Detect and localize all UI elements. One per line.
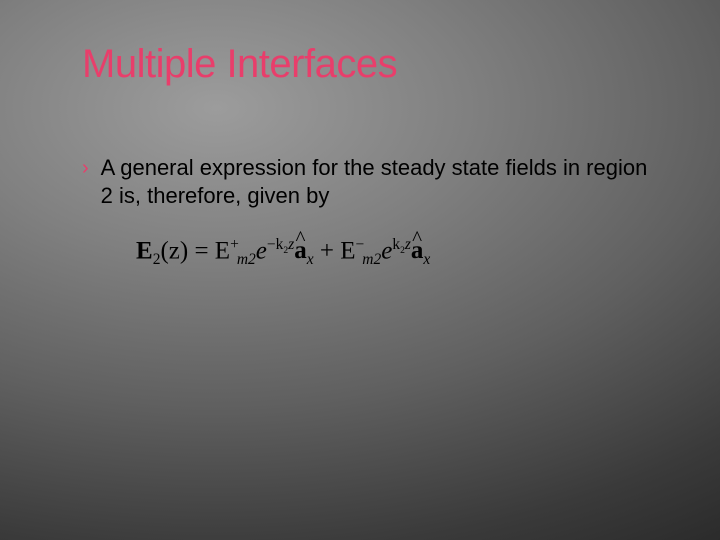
eq-t2-E: E <box>340 237 355 264</box>
eq-t1-exp-sign: − <box>267 236 276 253</box>
eq-t1-a-sub-text: x <box>307 251 314 268</box>
eq-t2-sub: m2 <box>362 251 381 268</box>
eq-t1-a-sub: x <box>307 251 314 268</box>
eq-t1-sub: m2 <box>237 251 256 268</box>
eq-t2-exp-k: k <box>392 236 400 253</box>
slide: Multiple Interfaces › A general expressi… <box>0 0 720 540</box>
slide-title: Multiple Interfaces <box>82 42 397 87</box>
eq-t1-exp: −k2z <box>267 236 294 253</box>
eq-t1-e: e <box>256 237 267 264</box>
eq-t2-a-sub-text: x <box>423 251 430 268</box>
equation: E2(z) = E+m2e−k2zax + E−m2ek2zax <box>136 236 430 269</box>
eq-t1-sub-text: m2 <box>237 251 256 268</box>
eq-equals: = <box>188 237 215 264</box>
eq-lhs-E: E <box>136 237 153 264</box>
eq-plus: + <box>314 237 341 264</box>
eq-t2-exp-ksub: 2 <box>400 245 405 256</box>
eq-t1-E: E <box>215 237 230 264</box>
eq-t2-a-sub: x <box>423 251 430 268</box>
eq-t1-exp-ksub: 2 <box>283 245 288 256</box>
bullet-marker-icon: › <box>82 154 89 182</box>
eq-lhs-arg: (z) <box>160 237 188 264</box>
bullet-text: A general expression for the steady stat… <box>101 154 660 210</box>
bullet-item: › A general expression for the steady st… <box>82 154 660 210</box>
eq-t2-a: a <box>411 237 424 265</box>
eq-t2-exp: k2z <box>392 236 411 253</box>
eq-lhs-sub: 2 <box>153 251 161 268</box>
eq-t2-sub-text: m2 <box>362 251 381 268</box>
eq-t1-a: a <box>294 237 307 265</box>
eq-t2-e: e <box>381 237 392 264</box>
